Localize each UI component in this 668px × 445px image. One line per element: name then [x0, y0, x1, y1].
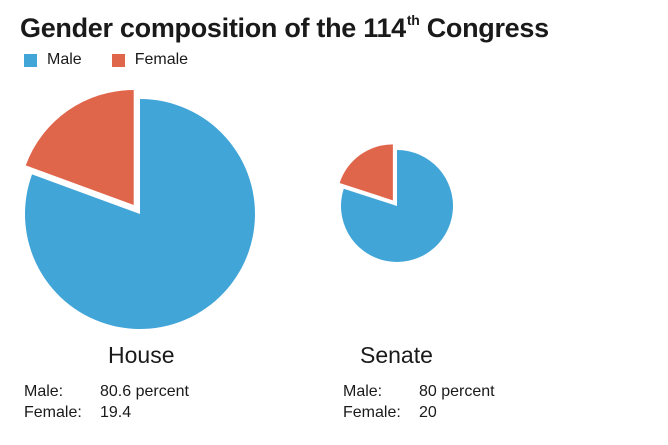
stats-key: Female: — [24, 404, 82, 421]
stats-row-male: Male: 80 percent — [343, 381, 495, 402]
legend-swatch-female — [111, 53, 125, 67]
legend: Male Female — [24, 51, 218, 69]
stats-house: Male: 80.6 percent Female: 19.4 — [24, 381, 189, 423]
chart-title-superscript: th — [406, 12, 420, 28]
pie-slice-senate-female — [339, 144, 393, 201]
chart-title: Gender composition of the 114th Congress — [20, 12, 549, 44]
legend-item-male: Male — [24, 51, 82, 69]
legend-label-male: Male — [47, 51, 82, 68]
pie-senate — [339, 144, 454, 263]
legend-label-female: Female — [134, 51, 189, 68]
stats-value: 20 — [419, 404, 437, 421]
pie-slice-senate-male — [341, 150, 454, 263]
legend-swatch-male — [24, 53, 37, 67]
pie-house — [24, 89, 256, 329]
stats-key: Female: — [343, 404, 401, 421]
chamber-label-senate: Senate — [360, 342, 433, 368]
stats-row-female: Female: 19.4 — [24, 402, 189, 423]
pie-slice-house-female — [25, 89, 134, 205]
stats-value: 80 percent — [419, 383, 495, 400]
stats-senate: Male: 80 percent Female: 20 — [343, 381, 495, 423]
chart-title-suffix: Congress — [419, 13, 549, 43]
pie-slice-house-male — [24, 99, 256, 329]
stats-row-female: Female: 20 — [343, 402, 495, 423]
stats-value: 19.4 — [100, 404, 132, 421]
stats-value: 80.6 percent — [100, 383, 189, 400]
stats-row-male: Male: 80.6 percent — [24, 381, 189, 402]
stats-key: Male: — [343, 383, 383, 400]
chart-title-main: Gender composition of the 114 — [20, 13, 406, 43]
legend-item-female: Female — [111, 51, 189, 69]
chamber-label-house: House — [108, 342, 175, 368]
stats-key: Male: — [24, 383, 64, 400]
